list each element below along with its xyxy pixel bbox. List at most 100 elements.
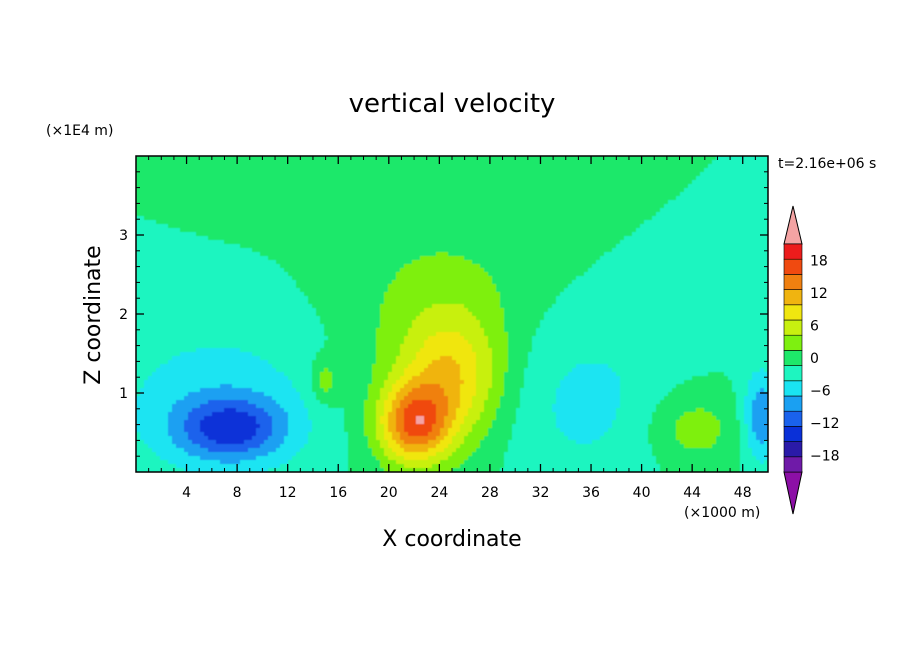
contour-cell xyxy=(160,252,165,257)
contour-cell xyxy=(576,192,581,197)
contour-cell xyxy=(364,156,369,161)
contour-cell xyxy=(408,224,413,229)
contour-cell xyxy=(172,160,177,165)
contour-cell xyxy=(508,156,513,161)
contour-cell xyxy=(468,192,473,197)
contour-cell xyxy=(192,236,197,241)
contour-cell xyxy=(184,228,189,233)
contour-cell xyxy=(440,248,445,253)
contour-cell xyxy=(596,200,601,205)
contour-cell xyxy=(136,252,141,257)
contour-cell xyxy=(592,220,597,225)
contour-cell xyxy=(548,276,553,281)
contour-cell xyxy=(752,228,757,233)
contour-cell xyxy=(680,204,685,209)
contour-cell xyxy=(360,204,365,209)
contour-cell xyxy=(764,164,768,169)
contour-cell xyxy=(324,248,329,253)
contour-cell xyxy=(444,268,449,273)
contour-cell xyxy=(260,164,265,169)
contour-cell xyxy=(620,184,625,189)
contour-cell xyxy=(364,244,369,249)
contour-cell xyxy=(416,180,421,185)
contour-cell xyxy=(412,188,417,193)
contour-cell xyxy=(516,204,521,209)
contour-cell xyxy=(580,276,585,281)
contour-cell xyxy=(484,208,489,213)
contour-cell xyxy=(704,184,709,189)
contour-cell xyxy=(720,164,725,169)
contour-cell xyxy=(632,232,637,237)
contour-cell xyxy=(444,264,449,269)
contour-cell xyxy=(500,204,505,209)
contour-cell xyxy=(196,248,201,253)
contour-cell xyxy=(444,192,449,197)
contour-cell xyxy=(580,172,585,177)
contour-cell xyxy=(524,156,529,161)
contour-cell xyxy=(700,268,705,273)
contour-cell xyxy=(292,276,297,281)
contour-cell xyxy=(516,260,521,265)
contour-cell xyxy=(192,280,197,285)
contour-cell xyxy=(604,156,609,161)
contour-cell xyxy=(400,172,405,177)
contour-cell xyxy=(424,168,429,173)
contour-cell xyxy=(644,156,649,161)
contour-cell xyxy=(488,200,493,205)
contour-cell xyxy=(140,164,145,169)
contour-cell xyxy=(140,244,145,249)
contour-cell xyxy=(244,260,249,265)
contour-cell xyxy=(584,180,589,185)
contour-cell xyxy=(376,200,381,205)
contour-cell xyxy=(428,172,433,177)
contour-cell xyxy=(480,232,485,237)
contour-cell xyxy=(552,248,557,253)
contour-cell xyxy=(244,268,249,273)
contour-cell xyxy=(500,212,505,217)
contour-cell xyxy=(196,256,201,261)
contour-cell xyxy=(536,156,541,161)
contour-cell xyxy=(744,220,749,225)
contour-cell xyxy=(420,180,425,185)
contour-cell xyxy=(680,268,685,273)
contour-cell xyxy=(524,172,529,177)
contour-cell xyxy=(392,228,397,233)
contour-cell xyxy=(488,236,493,241)
contour-cell xyxy=(580,232,585,237)
contour-cell xyxy=(604,228,609,233)
contour-cell xyxy=(732,256,737,261)
contour-cell xyxy=(716,228,721,233)
contour-cell xyxy=(416,196,421,201)
contour-cell xyxy=(232,220,237,225)
contour-cell xyxy=(376,196,381,201)
contour-cell xyxy=(380,212,385,217)
contour-cell xyxy=(368,156,373,161)
contour-cell xyxy=(620,176,625,181)
contour-cell xyxy=(560,268,565,273)
contour-cell xyxy=(220,228,225,233)
contour-cell xyxy=(300,188,305,193)
contour-cell xyxy=(208,156,213,161)
contour-cell xyxy=(592,260,597,265)
contour-cell xyxy=(564,240,569,245)
contour-cell xyxy=(248,204,253,209)
contour-cell xyxy=(448,204,453,209)
contour-cell xyxy=(388,272,393,277)
contour-cell xyxy=(540,204,545,209)
contour-cell xyxy=(532,252,537,257)
contour-cell xyxy=(176,156,181,161)
contour-cell xyxy=(416,268,421,273)
contour-cell xyxy=(364,248,369,253)
contour-cell xyxy=(280,224,285,229)
contour-cell xyxy=(500,252,505,257)
contour-cell xyxy=(348,224,353,229)
contour-cell xyxy=(596,180,601,185)
contour-cell xyxy=(720,212,725,217)
contour-cell xyxy=(296,168,301,173)
contour-cell xyxy=(228,200,233,205)
contour-cell xyxy=(212,244,217,249)
contour-cell xyxy=(308,204,313,209)
contour-cell xyxy=(528,224,533,229)
contour-cell xyxy=(620,220,625,225)
contour-cell xyxy=(256,248,261,253)
